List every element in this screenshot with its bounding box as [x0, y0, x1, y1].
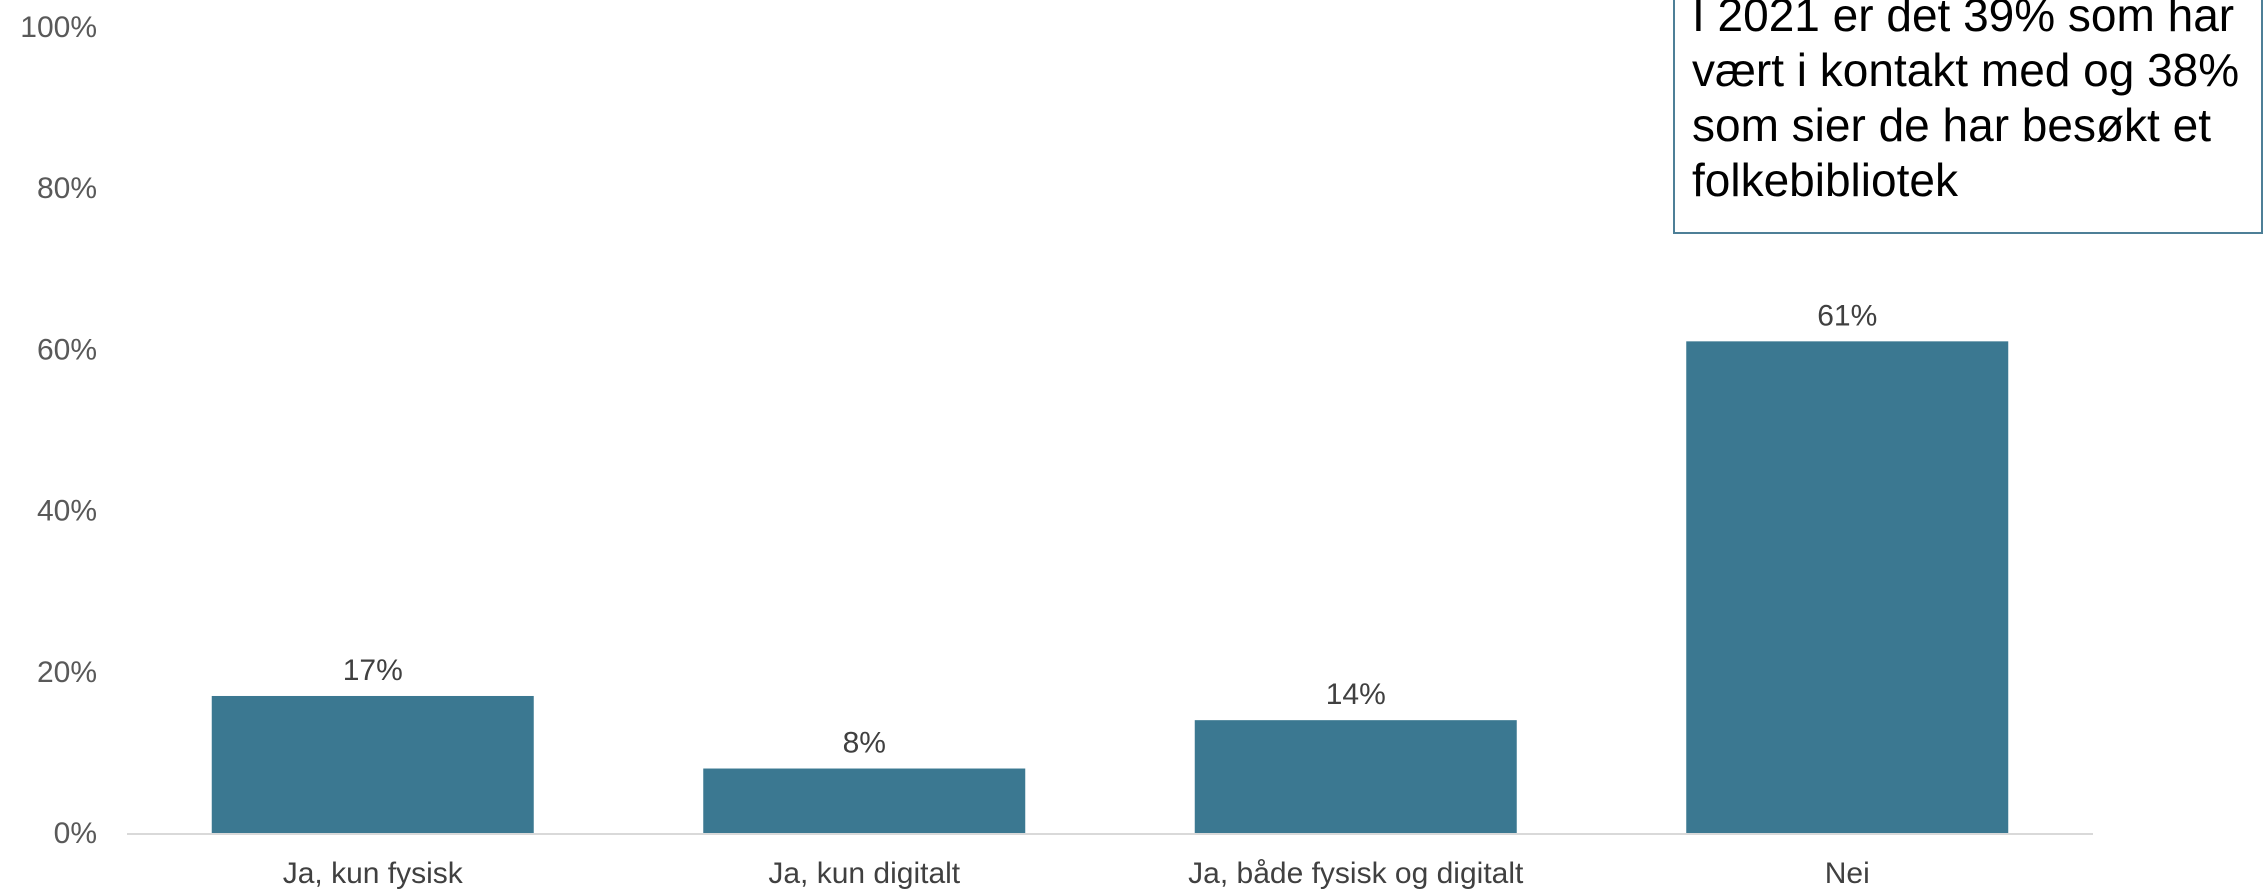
- annotation-text: I 2021 er det 39% som har vært i kontakt…: [1692, 0, 2240, 206]
- x-tick-label: Ja, kun digitalt: [768, 857, 960, 889]
- y-tick-label: 60%: [37, 333, 97, 366]
- annotation-box: I 2021 er det 39% som har vært i kontakt…: [1673, 0, 2263, 234]
- x-tick-label: Ja, kun fysisk: [283, 857, 464, 889]
- x-tick-label: Nei: [1825, 857, 1870, 889]
- bar: [703, 768, 1026, 833]
- data-labels: 17% 8% 14% 61%: [343, 299, 1878, 759]
- data-label: 61%: [1817, 299, 1877, 332]
- x-axis: Ja, kun fysisk Ja, kun digitalt Ja, både f…: [283, 857, 1870, 889]
- x-tick-label: Ja, både fysisk og digitalt: [1188, 857, 1524, 889]
- bars: [211, 341, 2009, 833]
- data-label: 8%: [843, 727, 886, 760]
- data-label: 14%: [1326, 678, 1386, 711]
- y-tick-label: 40%: [37, 495, 97, 528]
- bar: [1686, 341, 2009, 833]
- y-tick-label: 80%: [37, 172, 97, 205]
- data-label: 17%: [343, 654, 403, 687]
- y-axis: 0% 20% 40% 60% 80% 100%: [20, 11, 97, 850]
- y-tick-label: 20%: [37, 656, 97, 689]
- bar: [211, 695, 534, 833]
- y-tick-label: 100%: [20, 11, 97, 44]
- y-tick-label: 0%: [54, 817, 97, 850]
- bar: [1194, 720, 1517, 833]
